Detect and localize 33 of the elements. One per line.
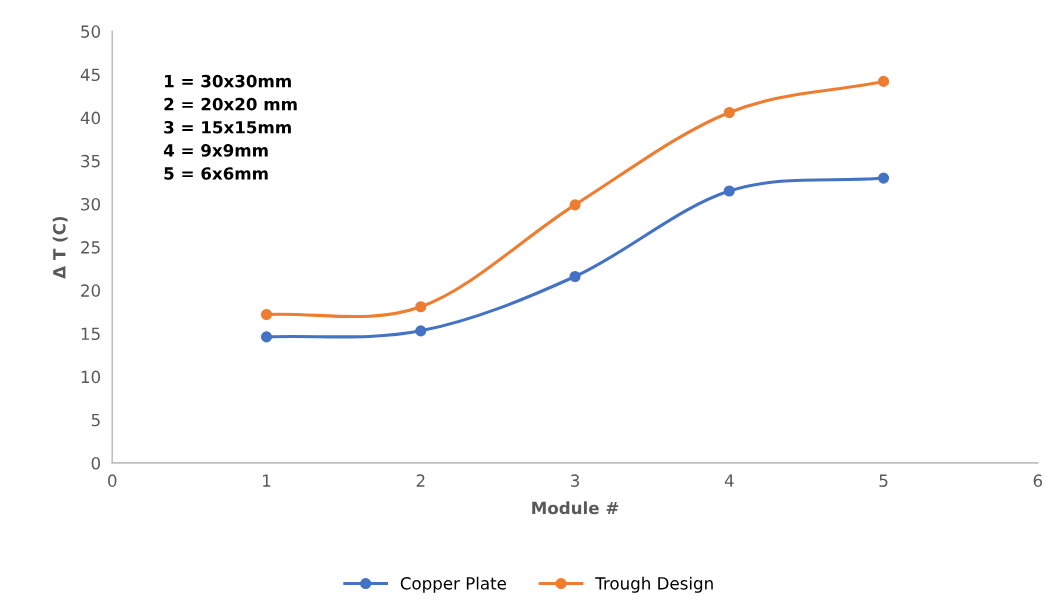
legend-label: Trough Design xyxy=(595,576,713,593)
y-tick-label: 30 xyxy=(81,197,101,211)
annotation: 1 = 30x30mm 2 = 20x20 mm 3 = 15x15mm 4 = 9x9mm 5 = 6x6mm xyxy=(163,74,297,180)
point xyxy=(878,172,890,184)
x-tick-label: 2 xyxy=(416,474,425,487)
x-tick-label: 0 xyxy=(108,474,117,487)
y-tick-label: 25 xyxy=(81,241,100,254)
legend-label: Copper Plate xyxy=(400,576,507,593)
point xyxy=(723,185,735,197)
y-tick-label: 45 xyxy=(80,68,100,82)
x-tick-label: 4 xyxy=(724,474,734,487)
y-tick-label: 15 xyxy=(81,327,100,341)
point xyxy=(260,331,273,343)
y-tick-label: 40 xyxy=(80,111,101,125)
y-tick-label: 5 xyxy=(91,413,100,427)
x-tick-label: 6 xyxy=(1033,474,1043,487)
point xyxy=(415,325,427,337)
y-tick-label: 35 xyxy=(81,154,100,168)
x-tick-label: 1 xyxy=(263,474,271,487)
y-axis-title: Δ T (C) xyxy=(52,216,68,279)
y-tick-label: 20 xyxy=(81,284,101,297)
y-tick-label: 0 xyxy=(91,456,101,470)
y-tick-label: 50 xyxy=(81,25,101,38)
x-axis-title: Module # xyxy=(532,501,619,515)
point xyxy=(260,308,273,321)
y-tick-label: 10 xyxy=(81,370,101,384)
point xyxy=(569,199,581,211)
x-tick-label: 5 xyxy=(879,474,888,487)
x-tick-label: 3 xyxy=(571,474,579,487)
point xyxy=(878,75,890,87)
point xyxy=(723,106,735,119)
point xyxy=(415,301,427,313)
point xyxy=(569,270,581,283)
